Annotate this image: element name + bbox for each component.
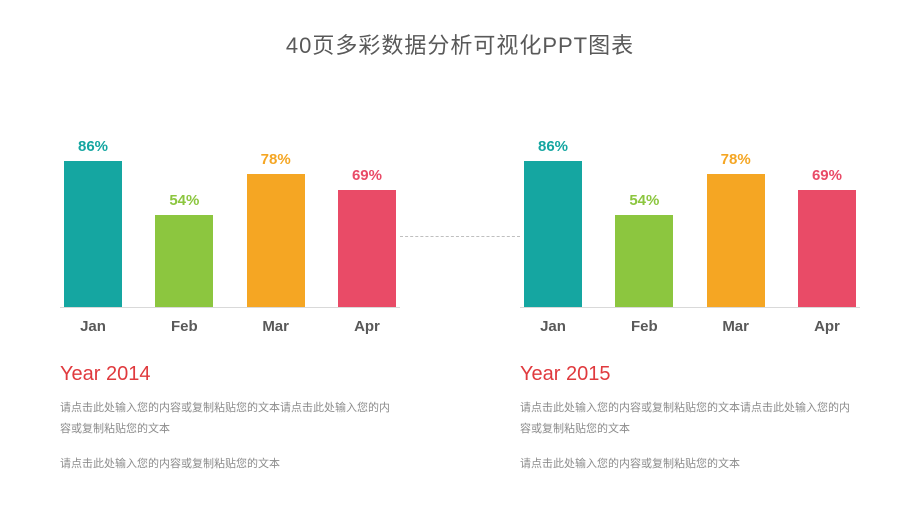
bar-col: 86% — [524, 138, 582, 307]
bar — [798, 190, 856, 307]
bar — [707, 174, 765, 307]
bar-col: 69% — [338, 167, 396, 307]
bar-value: 78% — [721, 151, 751, 168]
x-labels: Jan Feb Mar Apr — [60, 318, 400, 335]
desc-2015: 请点击此处输入您的内容或复制粘贴您的文本请点击此处输入您的内容或复制粘贴您的文本… — [520, 398, 860, 475]
bar-value: 86% — [78, 138, 108, 155]
x-label: Jan — [64, 318, 122, 335]
x-label: Apr — [338, 318, 396, 335]
bar-value: 54% — [169, 192, 199, 209]
year-title-2014: Year 2014 — [60, 363, 400, 386]
x-label: Feb — [615, 318, 673, 335]
bar-value: 54% — [629, 192, 659, 209]
bar — [615, 215, 673, 307]
desc-2014: 请点击此处输入您的内容或复制粘贴您的文本请点击此处输入您的内容或复制粘贴您的文本… — [60, 398, 400, 475]
year-title-2015: Year 2015 — [520, 363, 860, 386]
x-label: Apr — [798, 318, 856, 335]
desc-line: 请点击此处输入您的内容或复制粘贴您的文本请点击此处输入您的内容或复制粘贴您的文本 — [60, 398, 400, 440]
bar-col: 54% — [615, 192, 673, 307]
bar — [155, 215, 213, 307]
desc-line: 请点击此处输入您的内容或复制粘贴您的文本请点击此处输入您的内容或复制粘贴您的文本 — [520, 398, 860, 440]
bar-col: 69% — [798, 167, 856, 307]
bar-col: 78% — [247, 151, 305, 307]
bar-col: 78% — [707, 151, 765, 307]
desc-line: 请点击此处输入您的内容或复制粘贴您的文本 — [60, 454, 400, 475]
x-label: Jan — [524, 318, 582, 335]
bar — [524, 161, 582, 307]
bar-value: 78% — [261, 151, 291, 168]
bar — [247, 174, 305, 307]
bars-area-2014: 86% 54% 78% 69% — [60, 108, 400, 308]
bar-value: 69% — [352, 167, 382, 184]
bar — [64, 161, 122, 307]
charts-row: 86% 54% 78% 69% Jan Feb Mar Apr Year 201… — [0, 108, 920, 475]
bar-col: 86% — [64, 138, 122, 307]
bar-value: 69% — [812, 167, 842, 184]
bars-area-2015: 86% 54% 78% 69% — [520, 108, 860, 308]
x-label: Mar — [707, 318, 765, 335]
divider — [400, 236, 520, 237]
page-title: 40页多彩数据分析可视化PPT图表 — [0, 0, 920, 60]
bar — [338, 190, 396, 307]
x-labels: Jan Feb Mar Apr — [520, 318, 860, 335]
chart-2015: 86% 54% 78% 69% Jan Feb Mar Apr Year 201… — [520, 108, 860, 475]
chart-2014: 86% 54% 78% 69% Jan Feb Mar Apr Year 201… — [60, 108, 400, 475]
x-label: Mar — [247, 318, 305, 335]
x-label: Feb — [155, 318, 213, 335]
bar-value: 86% — [538, 138, 568, 155]
desc-line: 请点击此处输入您的内容或复制粘贴您的文本 — [520, 454, 860, 475]
bar-col: 54% — [155, 192, 213, 307]
